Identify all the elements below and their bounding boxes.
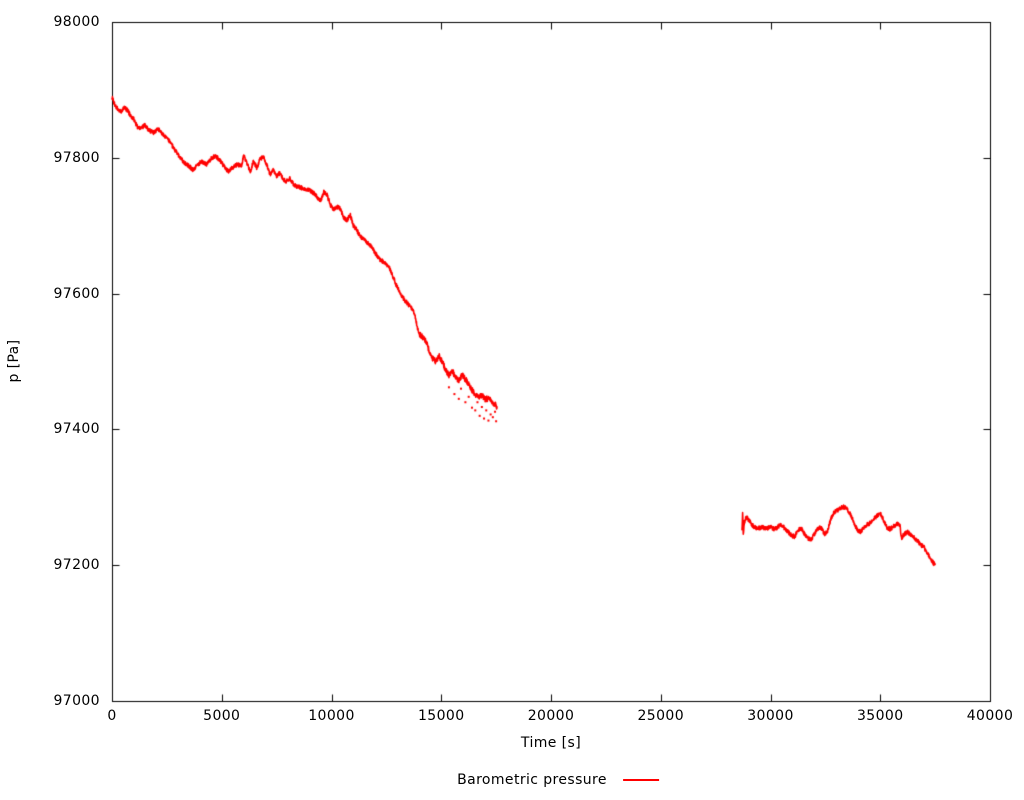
legend-label: Barometric pressure <box>457 772 607 788</box>
x-tick-label: 35000 <box>856 708 904 724</box>
x-tick-label: 15000 <box>417 708 465 724</box>
x-tick-label: 20000 <box>527 708 575 724</box>
y-tick-label: 97600 <box>53 285 100 302</box>
y-axis-title: p [Pa] <box>6 339 22 383</box>
x-tick-label: 5000 <box>203 708 241 724</box>
y-tick-label: 98000 <box>53 14 100 30</box>
y-tick-label: 97000 <box>53 693 100 709</box>
x-tick-label: 30000 <box>747 708 794 724</box>
x-tick-label: 25000 <box>637 708 685 724</box>
y-tick-label: 97200 <box>53 557 100 574</box>
y-tick-label: 97400 <box>53 421 100 438</box>
x-tick-label: 40000 <box>966 708 1014 724</box>
x-tick-label: 10000 <box>308 708 355 724</box>
y-tick-label: 97800 <box>53 149 100 166</box>
legend-line-sample <box>622 779 659 781</box>
x-tick-label: 0 <box>107 708 117 724</box>
legend: Barometric pressure <box>457 773 659 787</box>
x-axis-title: Time [s] <box>520 735 582 751</box>
